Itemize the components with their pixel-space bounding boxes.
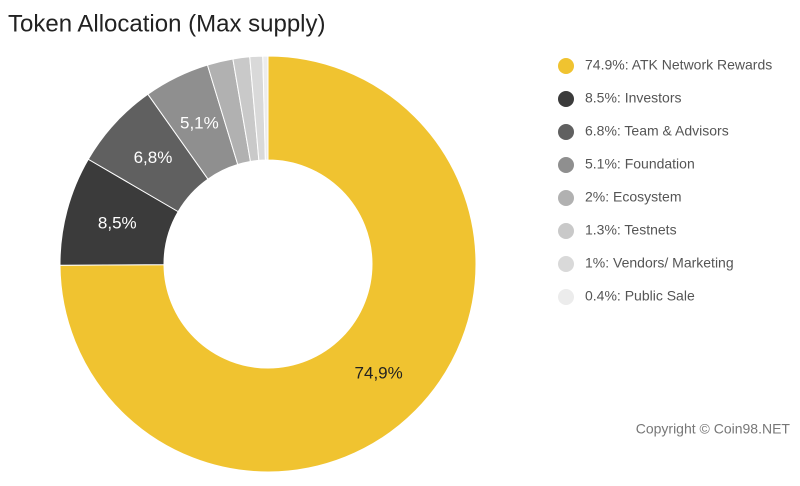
- value-label: 74,9%: [355, 363, 403, 382]
- legend-swatch: [558, 289, 574, 305]
- legend-swatch: [558, 256, 574, 272]
- legend-label: 2%: Ecosystem: [585, 189, 681, 205]
- legend-label: 8.5%: Investors: [585, 90, 682, 106]
- legend-label: 74.9%: ATK Network Rewards: [585, 57, 772, 73]
- legend-label: 5.1%: Foundation: [585, 156, 695, 172]
- legend-label: 6.8%: Team & Advisors: [585, 123, 729, 139]
- legend-swatch: [558, 91, 574, 107]
- slice: [59, 55, 477, 473]
- legend-label: 1%: Vendors/ Marketing: [585, 255, 734, 271]
- source-note: Copyright © Coin98.NET: [636, 421, 791, 437]
- value-label: 6,8%: [134, 148, 173, 167]
- slice: [262, 55, 269, 161]
- legend-swatch: [558, 157, 574, 173]
- legend-swatch: [558, 190, 574, 206]
- value-label: 5,1%: [180, 113, 219, 132]
- legend-swatch: [558, 58, 574, 74]
- legend-swatch: [558, 223, 574, 239]
- legend-label: 1.3%: Testnets: [585, 222, 677, 238]
- value-label: 8,5%: [98, 213, 137, 232]
- chart-title: Token Allocation (Max supply): [8, 10, 325, 37]
- legend-label: 0.4%: Public Sale: [585, 288, 695, 304]
- legend-swatch: [558, 124, 574, 140]
